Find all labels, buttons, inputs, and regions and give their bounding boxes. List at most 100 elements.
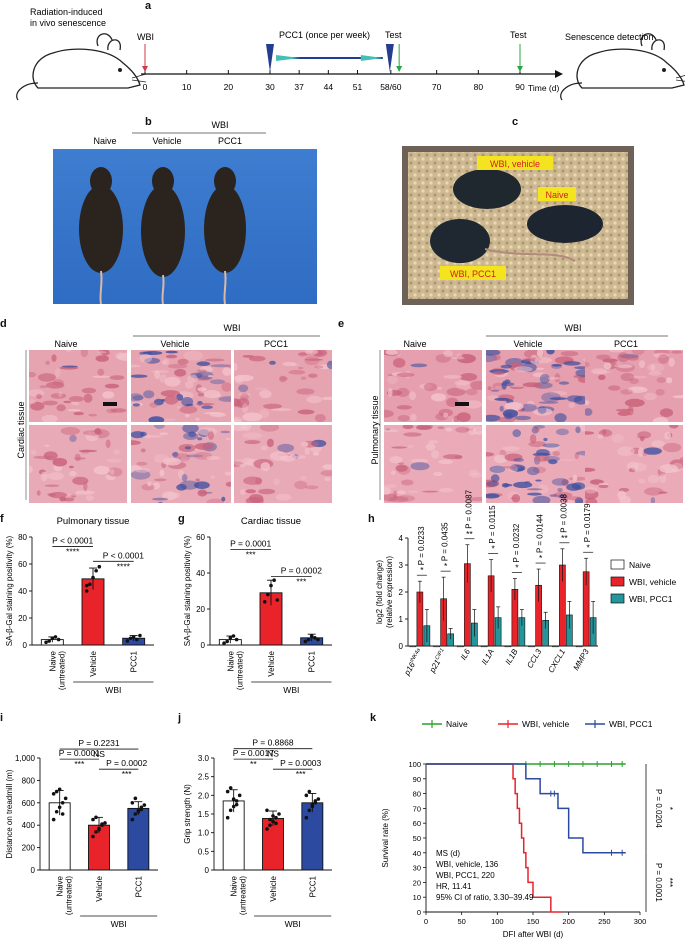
data-point	[97, 827, 101, 832]
data-point	[228, 636, 233, 640]
wbi-arrowhead	[142, 66, 148, 72]
panel-d-row-label: Cardiac tissue	[16, 350, 27, 500]
panel-e-naive-label: Naive	[403, 339, 426, 349]
y-tick-label: 80	[18, 533, 27, 542]
data-point	[131, 635, 136, 639]
data-point	[268, 823, 272, 827]
panel-c-wbi-vehicle-label: WBI, vehicle	[490, 159, 540, 169]
pcc1-dose-icon	[360, 55, 383, 61]
y-tick-label: 20	[196, 605, 205, 614]
timeline-axis-arrow	[555, 70, 563, 78]
x-tick-label: 200	[562, 917, 575, 926]
y-tick-label: 0	[205, 866, 210, 875]
panel-letter-k: k	[370, 712, 377, 724]
bar	[262, 818, 284, 871]
p-value-label: P = 0.8868	[252, 738, 293, 748]
data-point	[84, 589, 89, 593]
panel-e-header: WBI Naive Vehicle PCC1	[403, 323, 668, 349]
significance-stars: ****	[117, 561, 131, 571]
p-value-label: P = 0.0233	[417, 526, 426, 565]
y-tick-label: 70	[413, 804, 421, 813]
data-point	[316, 637, 320, 642]
panel-b-group-label: WBI	[212, 120, 229, 130]
x-tick-label: CXCL1	[546, 648, 567, 675]
panel-letter-i: i	[0, 712, 4, 724]
test-arrowhead	[517, 66, 523, 72]
timeline-diagram: Radiation-induced in vivo senescence Sen…	[16, 7, 685, 101]
significance-stars: NS	[93, 749, 105, 759]
x-tick-label: 100	[491, 917, 504, 926]
y-axis-label: SA-β-Gal staining positivity (%)	[183, 535, 192, 646]
y-tick-label: 90	[413, 775, 421, 784]
p-value-label: P < 0.0001	[103, 550, 144, 560]
significance-stars: ***	[122, 769, 133, 779]
data-point	[130, 801, 135, 805]
y-tick-label: 1,000	[15, 754, 36, 763]
cardiac-micrograph	[234, 350, 332, 422]
data-point	[277, 812, 281, 816]
data-point	[60, 801, 65, 805]
pulmonary-micrograph	[384, 350, 482, 422]
timeline-tick-label: 58/60	[380, 82, 402, 92]
panel-b-header: WBI Naive Vehicle PCC1	[93, 120, 266, 146]
data-point	[51, 792, 56, 796]
panel-d-header: WBI Naive Vehicle PCC1	[54, 323, 320, 349]
x-tick-label: IL6	[459, 647, 473, 662]
timeline-test2-label: Test	[510, 30, 527, 40]
data-point	[54, 809, 59, 814]
data-point	[91, 817, 95, 822]
data-point	[306, 637, 311, 642]
syringe-icon	[266, 44, 274, 72]
survival-line	[426, 763, 562, 913]
p-value-label: P = 0.0038	[559, 493, 568, 532]
data-point	[275, 598, 280, 602]
y-tick-label: 30	[413, 864, 421, 873]
data-point	[51, 817, 56, 822]
y-tick-label: 20	[413, 878, 421, 887]
significance-stars: *	[539, 553, 543, 563]
data-point	[228, 786, 233, 790]
data-point	[237, 793, 242, 798]
panel-c-naive-label: Naive	[545, 190, 568, 200]
y-tick-label: 40	[196, 569, 205, 578]
cardiac-micrograph	[131, 350, 231, 422]
y-tick-label: 3.0	[198, 754, 210, 763]
legend-swatch	[610, 593, 625, 604]
chart-k: Naive WBI, vehicle WBI, PCC1 0 10 20 30 40 50 60 7…	[381, 719, 674, 939]
panel-letter-e: e	[338, 318, 345, 330]
y-tick-label: 50	[413, 834, 421, 843]
p-value-label: P = 0.0087	[464, 489, 473, 528]
p-value-label: P = 0.0003	[280, 758, 321, 768]
data-point	[91, 834, 95, 839]
stats-text: 95% CI of ratio, 3.30–39.49	[436, 893, 534, 902]
significance-stars: **	[466, 529, 473, 539]
cardiac-micrograph-zoom	[29, 425, 127, 503]
panel-letter-d: d	[0, 318, 7, 330]
data-point	[234, 799, 239, 803]
cardiac-micrograph-zoom	[234, 425, 332, 503]
syringe-icon	[385, 44, 394, 72]
data-point	[272, 578, 276, 582]
chart-j: 0 0.5 1.0 1.5 2.0 2.5 3.0 Grip strength (N) Naiv…	[183, 738, 332, 929]
panel-e-group-label: WBI	[565, 323, 582, 333]
timeline-tick-label: 70	[432, 82, 442, 92]
y-tick-label: 800	[22, 776, 36, 785]
data-point	[234, 637, 239, 642]
chart-h: 0 1 2 3 4 log2 (fold change) (relative express…	[375, 489, 677, 677]
significance-stars: ***	[296, 577, 307, 587]
data-point	[304, 793, 309, 798]
data-point	[135, 637, 139, 642]
stats-text: WBI, vehicle, 136	[436, 860, 499, 869]
pcc1-dose-icon	[276, 55, 300, 61]
significance-stars: *	[586, 542, 590, 552]
significance-stars: *	[515, 563, 519, 573]
panel-d-naive-label: Naive	[54, 339, 77, 349]
pulmonary-micrograph-zoom	[486, 425, 586, 503]
bar	[504, 645, 512, 648]
timeline-wbi-label: WBI	[137, 32, 154, 42]
x-tick-label: 150	[527, 917, 540, 926]
bar	[301, 802, 324, 871]
mouse-left-icon	[16, 33, 147, 101]
timeline-tick-label: 90	[515, 82, 525, 92]
legend-label: Naive	[629, 560, 651, 570]
